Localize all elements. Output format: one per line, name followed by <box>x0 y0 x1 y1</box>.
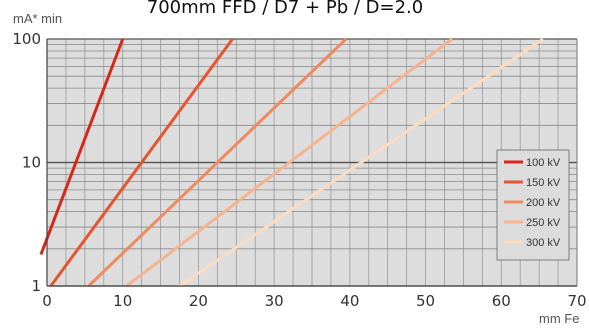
legend-label: 250 kV <box>526 217 561 229</box>
x-tick-label: 50 <box>416 292 435 310</box>
x-tick-label: 0 <box>42 292 52 310</box>
legend-label: 300 kV <box>526 237 561 249</box>
legend: 100 kV 150 kV 200 kV 250 kV 300 kV <box>496 149 570 261</box>
x-tick-label: 20 <box>189 292 208 310</box>
x-axis-label: mm Fe <box>539 311 579 326</box>
legend-label: 100 kV <box>526 157 561 169</box>
axes <box>46 39 578 287</box>
series-line <box>178 37 544 288</box>
x-tick-label: 60 <box>492 292 511 310</box>
x-tick-label: 40 <box>340 292 359 310</box>
legend-label: 150 kV <box>526 177 561 189</box>
y-tick-label: 100 <box>12 30 41 48</box>
y-tick-label: 1 <box>31 277 41 295</box>
series-line <box>39 38 125 256</box>
series-line <box>49 38 234 287</box>
x-tick-label: 10 <box>113 292 132 310</box>
x-tick-label: 30 <box>265 292 284 310</box>
y-axis-label: mA* min <box>13 11 62 26</box>
tick-labels: 0 10 20 30 40 50 60 70 1 10 100 <box>12 30 586 310</box>
y-tick-label: 10 <box>22 154 41 172</box>
series-line <box>125 37 453 288</box>
series-lines <box>39 37 544 288</box>
series-line <box>87 37 348 288</box>
legend-label: 200 kV <box>526 197 561 209</box>
x-tick-label: 70 <box>567 292 586 310</box>
chart-title: 700mm FFD / D7 + Pb / D=2.0 <box>147 0 423 18</box>
